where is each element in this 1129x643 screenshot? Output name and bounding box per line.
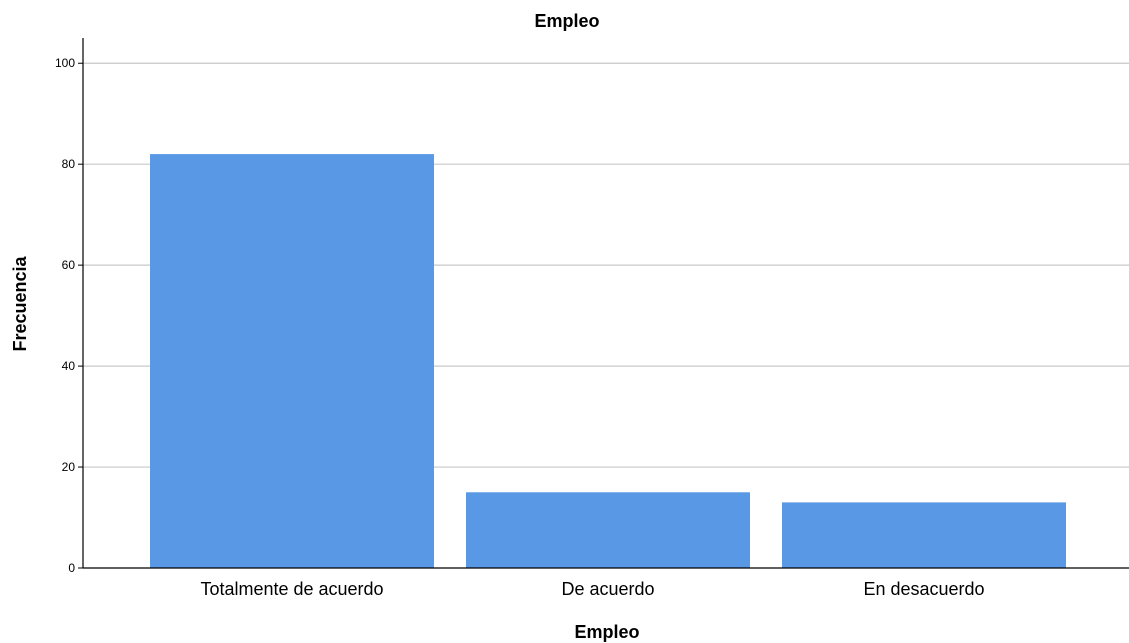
chart-title: Empleo xyxy=(534,11,599,31)
y-tick-label: 80 xyxy=(62,157,76,171)
y-tick-label: 60 xyxy=(62,258,76,272)
x-tick-label: Totalmente de acuerdo xyxy=(200,579,383,599)
x-axis-title: Empleo xyxy=(574,622,639,642)
y-tick-label: 0 xyxy=(68,561,75,575)
x-tick-label: En desacuerdo xyxy=(863,579,984,599)
bars xyxy=(150,154,1066,568)
y-tick-label: 100 xyxy=(55,56,75,70)
bar xyxy=(782,502,1066,568)
x-tick-label: De acuerdo xyxy=(561,579,654,599)
y-axis-title: Frecuencia xyxy=(10,255,30,351)
y-tick-label: 40 xyxy=(62,359,76,373)
bar xyxy=(150,154,434,568)
x-axis-ticks: Totalmente de acuerdo De acuerdo En desacu… xyxy=(200,579,984,599)
bar xyxy=(466,492,750,568)
y-axis-ticks: 0 20 40 60 80 100 xyxy=(55,56,83,575)
y-tick-label: 20 xyxy=(62,460,76,474)
